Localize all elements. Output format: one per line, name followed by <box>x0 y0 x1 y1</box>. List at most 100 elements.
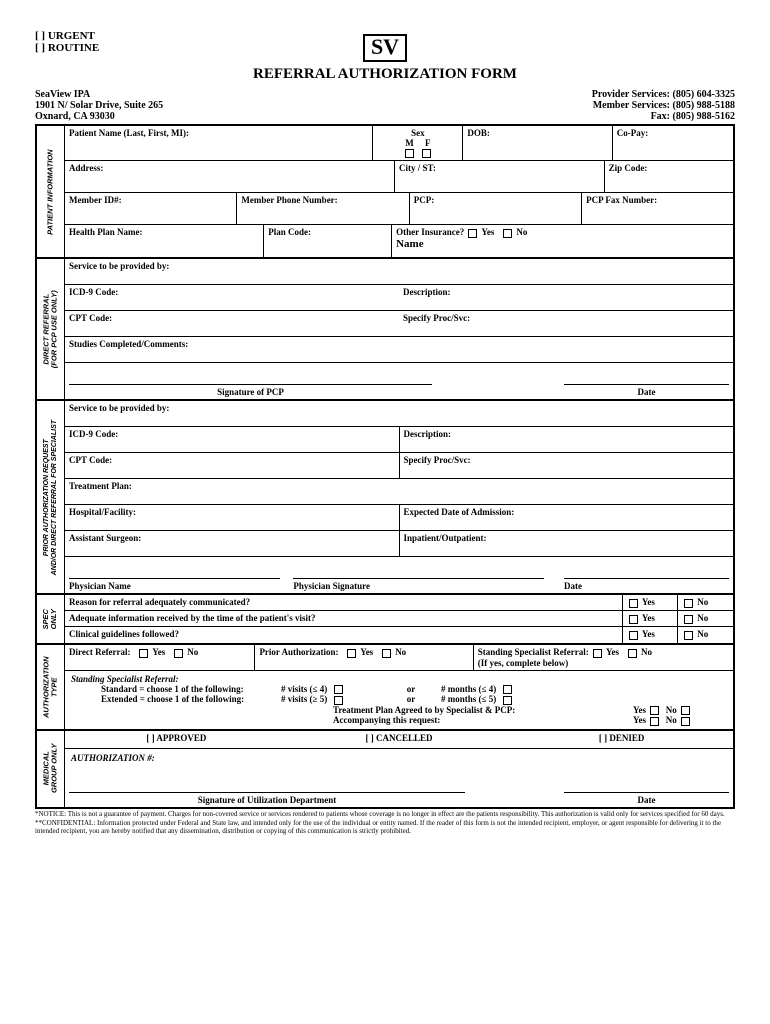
q2-yes-checkbox[interactable] <box>629 615 638 624</box>
pa-icd-label: ICD-9 Code: <box>65 427 400 452</box>
dob-label: DOB: <box>463 126 612 160</box>
auth-ifyes: (If yes, complete below) <box>478 658 729 668</box>
q3-yes: Yes <box>642 629 655 639</box>
ssr-no-checkbox[interactable] <box>628 649 637 658</box>
q1-no-checkbox[interactable] <box>684 599 693 608</box>
pa-no-checkbox[interactable] <box>382 649 391 658</box>
tplan-yes-checkbox[interactable] <box>650 706 659 715</box>
q1-no: No <box>697 597 708 607</box>
section-auth-label: AUTHORIZATIONTYPE <box>42 656 59 718</box>
sex-f-checkbox[interactable] <box>422 149 431 158</box>
q2-yes: Yes <box>642 613 655 623</box>
member-id-label: Member ID#: <box>65 193 237 224</box>
notice-text: *NOTICE: This is not a guarantee of paym… <box>35 811 735 819</box>
dr-sig-label: Signature of PCP <box>69 387 432 397</box>
copay-label: Co-Pay: <box>613 126 733 160</box>
confidential-text: **CONFIDENTIAL: Information protected un… <box>35 820 735 835</box>
org-name: SeaView IPA <box>35 89 163 100</box>
header-info: SeaView IPA 1901 N/ Solar Drive, Suite 2… <box>35 89 735 122</box>
dr-studies-label: Studies Completed/Comments: <box>65 337 733 362</box>
pa-pname-label: Physician Name <box>69 581 280 591</box>
q2-no: No <box>697 613 708 623</box>
m4-checkbox[interactable] <box>503 685 512 694</box>
page-title: REFERRAL AUTHORIZATION FORM <box>35 66 735 83</box>
auth-v5: # visits (≥ 5) <box>281 694 327 704</box>
sex-m: M <box>405 138 414 148</box>
ssr-yes-checkbox[interactable] <box>593 649 602 658</box>
pa-yes: Yes <box>360 647 373 657</box>
address-label: Address: <box>65 161 395 192</box>
q3-yes-checkbox[interactable] <box>629 631 638 640</box>
auth-m4: # months (≤ 4) <box>441 684 496 694</box>
dr-yes: Yes <box>152 647 165 657</box>
sex-f: F <box>425 138 431 148</box>
dr-cpt-label: CPT Code: <box>65 311 399 336</box>
q3-no-checkbox[interactable] <box>684 631 693 640</box>
acc-yes-checkbox[interactable] <box>650 717 659 726</box>
auth-pa-label: Prior Authorization: <box>259 647 338 657</box>
med-cancelled: [ ] CANCELLED <box>288 731 511 748</box>
med-date-label: Date <box>564 795 729 805</box>
section-med-label: MEDICALGROUP ONLY <box>42 744 59 794</box>
auth-tplan: Treatment Plan Agreed to by Specialist &… <box>333 705 515 715</box>
pa-psig-label: Physician Signature <box>293 581 544 591</box>
acc-no-checkbox[interactable] <box>681 717 690 726</box>
dr-yes-checkbox[interactable] <box>139 649 148 658</box>
ssr-yes: Yes <box>606 647 619 657</box>
sex-label: Sex <box>377 128 458 138</box>
other-no-checkbox[interactable] <box>503 229 512 238</box>
pa-desc-label: Description: <box>400 427 734 452</box>
auth-v4: # visits (≤ 4) <box>281 684 327 694</box>
other-name-label: Name <box>396 238 729 250</box>
q1-yes: Yes <box>642 597 655 607</box>
q1-yes-checkbox[interactable] <box>629 599 638 608</box>
pa-asst-label: Assistant Surgeon: <box>65 531 400 556</box>
section-direct-label: DIRECT REFERRAL(FOR PCP USE ONLY) <box>42 290 59 368</box>
q2-no-checkbox[interactable] <box>684 615 693 624</box>
other-no: No <box>516 227 527 237</box>
plan-code-label: Plan Code: <box>264 225 392 257</box>
dr-desc-label: Description: <box>399 285 733 310</box>
pa-adm-label: Expected Date of Admission: <box>400 505 734 530</box>
m5-checkbox[interactable] <box>503 696 512 705</box>
tplan-no: No <box>666 705 677 715</box>
pa-spec-label: Specify Proc/Svc: <box>400 453 734 478</box>
pa-inout-label: Inpatient/Outpatient: <box>400 531 734 556</box>
org-addr2: Oxnard, CA 93030 <box>35 111 163 122</box>
v4-checkbox[interactable] <box>334 685 343 694</box>
dr-no-checkbox[interactable] <box>174 649 183 658</box>
other-yes: Yes <box>481 227 494 237</box>
auth-m5: # months (≤ 5) <box>441 694 496 704</box>
pa-yes-checkbox[interactable] <box>347 649 356 658</box>
acc-yes: Yes <box>633 715 646 725</box>
tplan-no-checkbox[interactable] <box>681 706 690 715</box>
fax: Fax: (805) 988-5162 <box>592 111 735 122</box>
sex-m-checkbox[interactable] <box>405 149 414 158</box>
pa-hosp-label: Hospital/Facility: <box>65 505 400 530</box>
spec-q3: Clinical guidelines followed? <box>65 627 623 643</box>
section-patient-label: PATIENT INFORMATION <box>46 149 54 234</box>
pa-cpt-label: CPT Code: <box>65 453 400 478</box>
auth-or2: or <box>381 694 441 704</box>
provider-phone: Provider Services: (805) 604-3325 <box>592 89 735 100</box>
patient-name-label: Patient Name (Last, First, MI): <box>65 126 373 160</box>
pa-service-label: Service to be provided by: <box>65 401 733 426</box>
v5-checkbox[interactable] <box>334 696 343 705</box>
other-yes-checkbox[interactable] <box>468 229 477 238</box>
auth-dr-label: Direct Referral: <box>69 647 131 657</box>
dr-service-label: Service to be provided by: <box>65 259 733 284</box>
ssr-no: No <box>641 647 652 657</box>
auth-ssr-label: Standing Specialist Referral: <box>478 647 589 657</box>
city-label: City / ST: <box>395 161 605 192</box>
auth-or1: or <box>381 684 441 694</box>
member-phone-label: Member Phone Number: <box>237 193 409 224</box>
form-container: PATIENT INFORMATION Patient Name (Last, … <box>35 124 735 809</box>
pa-no: No <box>395 647 406 657</box>
med-approved: [ ] APPROVED <box>65 731 288 748</box>
auth-std: Standard = choose 1 of the following: <box>101 684 281 694</box>
auth-acc: Accompanying this request: <box>333 715 440 725</box>
pcp-fax-label: PCP Fax Number: <box>582 193 733 224</box>
spec-q2: Adequate information received by the tim… <box>65 611 623 626</box>
zip-label: Zip Code: <box>605 161 733 192</box>
section-prior-label: PRIOR AUTHORIZATION REQUESTAND/OR DIRECT… <box>43 420 58 575</box>
